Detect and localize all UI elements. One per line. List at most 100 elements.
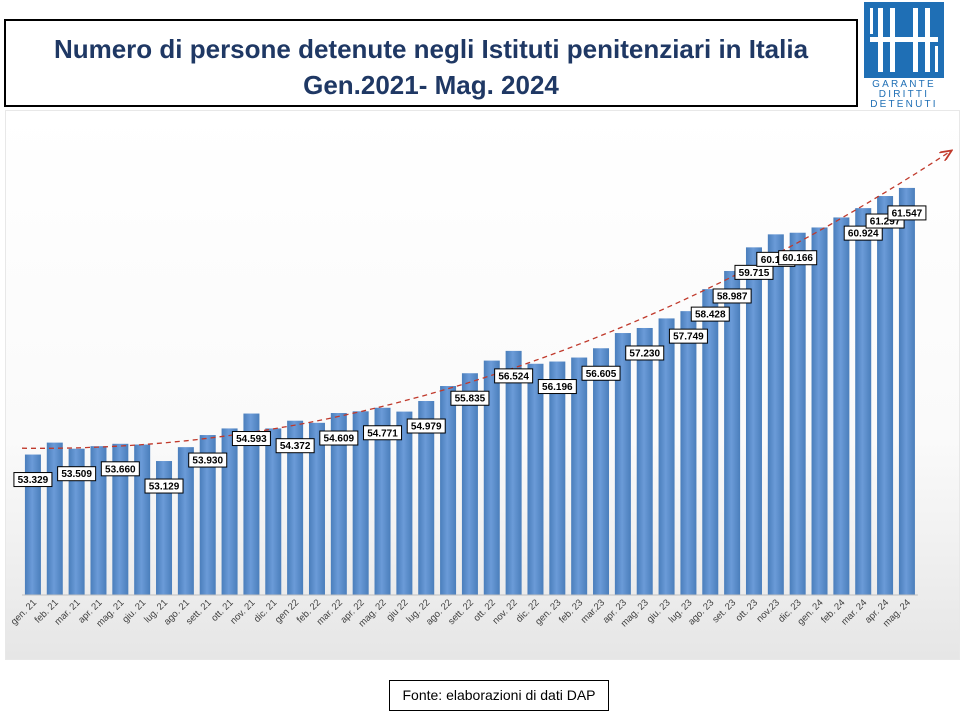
data-label: 53.509 xyxy=(61,469,92,480)
data-label: 60.166 xyxy=(782,253,813,264)
bar-apr-21 xyxy=(90,446,107,595)
bar-mag-22 xyxy=(374,407,391,595)
x-tick-label: nov.23 xyxy=(754,597,781,624)
bar-feb-21 xyxy=(46,442,63,595)
bar-apr-23 xyxy=(614,333,631,595)
logo-line-1: GARANTE xyxy=(872,79,936,90)
data-label-box xyxy=(363,425,403,441)
data-label: 53.660 xyxy=(105,464,136,475)
source-note: Fonte: elaborazioni di dati DAP xyxy=(389,680,609,711)
data-label: 56.605 xyxy=(586,369,617,380)
data-label: 60.924 xyxy=(848,229,879,240)
x-tick-label: nov. 22 xyxy=(490,597,519,626)
data-label-box xyxy=(581,365,621,381)
data-label-box xyxy=(690,306,730,322)
data-label: 54.771 xyxy=(367,428,398,439)
data-label-box xyxy=(406,418,446,434)
logo-line-3: DETENUTI xyxy=(870,99,938,110)
data-label: 59.715 xyxy=(739,268,770,279)
garante-logo: GARANTE DIRITTI DETENUTI xyxy=(864,2,944,110)
data-label-box xyxy=(625,345,665,361)
x-tick-label: nov. 21 xyxy=(228,597,257,626)
bar-ago-22 xyxy=(440,386,457,595)
data-label: 58.987 xyxy=(717,291,748,302)
bar-gen-22 xyxy=(287,420,304,595)
data-label: 61.547 xyxy=(892,208,923,219)
data-label-box xyxy=(188,452,228,468)
bar-mar-24 xyxy=(855,208,872,595)
data-label-box xyxy=(100,461,140,477)
x-tick-label: gen. 21 xyxy=(9,597,39,627)
data-label-box xyxy=(275,438,315,454)
bar-lug-21 xyxy=(156,461,173,595)
data-label-box xyxy=(450,390,490,406)
bar-mag-23 xyxy=(636,327,653,595)
bar-ago-21 xyxy=(177,447,194,595)
bar-feb-24 xyxy=(833,217,850,595)
bar-feb-22 xyxy=(308,422,325,595)
data-label: 60.116 xyxy=(761,255,791,266)
bar-set-23 xyxy=(724,270,741,595)
data-label-box xyxy=(144,478,184,494)
bar-mag-21 xyxy=(112,443,129,595)
bar-dic-21 xyxy=(265,428,282,595)
bar-gen-23 xyxy=(549,361,566,595)
data-label: 57.230 xyxy=(629,348,660,359)
x-tick-label: giu. 21 xyxy=(120,597,148,625)
bar-nov-21 xyxy=(243,413,260,595)
data-label: 54.593 xyxy=(236,434,267,445)
bar-apr-22 xyxy=(352,411,369,595)
data-label-box xyxy=(494,368,534,384)
data-label-box xyxy=(537,379,577,395)
bar-nov-23 xyxy=(767,234,784,595)
bar-sett-21 xyxy=(199,435,216,595)
logo-h-mark-icon xyxy=(864,2,944,78)
data-label-box xyxy=(734,264,774,280)
data-label: 57.749 xyxy=(673,332,704,343)
bar-dic-23 xyxy=(789,232,806,595)
bar-mar-21 xyxy=(68,448,85,595)
x-tick-label: giu. 23 xyxy=(645,597,673,625)
bar-ott-21 xyxy=(221,428,238,595)
data-label: 56.196 xyxy=(542,382,573,393)
data-label-box xyxy=(778,250,818,266)
data-label: 61.297 xyxy=(870,217,901,228)
bar-gen-21 xyxy=(24,454,41,595)
data-label: 54.609 xyxy=(324,434,355,445)
data-label: 58.428 xyxy=(695,310,726,321)
data-label-box xyxy=(57,466,97,482)
data-label-box xyxy=(319,430,359,446)
bar-nov-22 xyxy=(505,350,522,595)
bar-apr-24 xyxy=(877,196,894,595)
data-label: 56.524 xyxy=(498,371,529,382)
bar-lug-22 xyxy=(418,401,435,595)
bar-mar-22 xyxy=(330,413,347,595)
chart-subtitle: Gen.2021- Mag. 2024 xyxy=(303,70,559,100)
bar-mag-24 xyxy=(898,187,915,595)
data-label-box xyxy=(843,225,883,241)
data-label-box xyxy=(231,431,271,447)
trend-line xyxy=(21,151,951,449)
bar-ott-22 xyxy=(483,360,500,595)
bar-mar-23 xyxy=(593,348,610,595)
data-label: 54.372 xyxy=(280,441,311,452)
bar-sett-22 xyxy=(461,373,478,595)
logo-line-2: DIRITTI xyxy=(878,89,930,100)
chart-title-box: Numero di persone detenute negli Istitut… xyxy=(4,19,858,107)
bar-ott-23 xyxy=(745,247,762,595)
bar-gen-24 xyxy=(811,227,828,595)
bar-lug-23 xyxy=(680,311,697,595)
chart-title: Numero di persone detenute negli Istitut… xyxy=(53,34,809,64)
data-label-box xyxy=(887,205,927,221)
data-label: 53.329 xyxy=(18,475,49,486)
x-tick-label: set. 23 xyxy=(710,597,738,625)
data-label: 53.129 xyxy=(149,482,180,493)
bar-dic-22 xyxy=(527,363,544,595)
data-label-box xyxy=(712,288,752,304)
data-label: 53.930 xyxy=(192,456,223,467)
plot-area: gen. 21 feb. 21 mar. 21 apr. 21 mag. 21 giu. … xyxy=(5,110,960,660)
bar-ago-23 xyxy=(702,289,719,595)
data-label: 54.979 xyxy=(411,422,442,433)
bar-giu-22 xyxy=(396,411,413,595)
